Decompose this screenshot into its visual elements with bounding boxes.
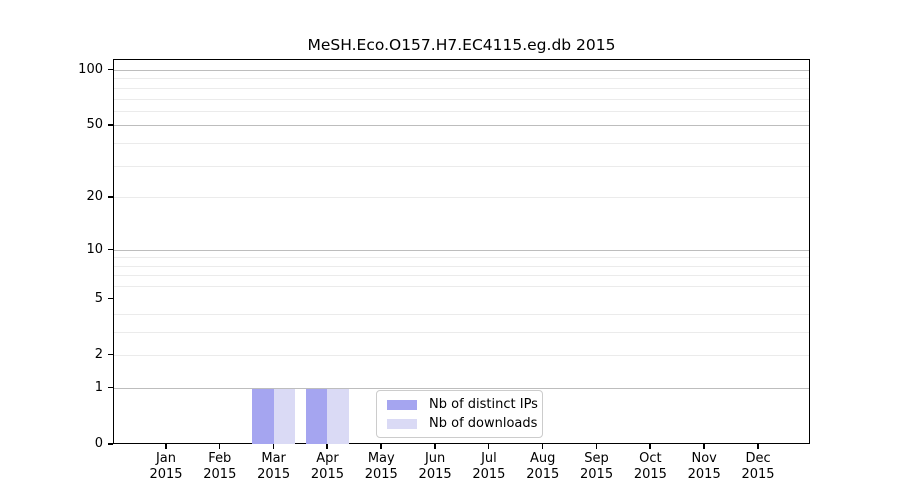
x-tick [703, 444, 705, 449]
bar-distinct-ips [305, 388, 328, 444]
y-tick [108, 196, 113, 198]
x-tick [326, 444, 328, 449]
x-tick-label: Feb 2015 [203, 451, 237, 482]
y-tick-label: 20 [86, 189, 103, 205]
y-tick [108, 386, 113, 389]
gridline [114, 197, 809, 199]
y-tick [108, 443, 113, 445]
y-tick-label: 50 [86, 117, 103, 133]
x-tick [541, 444, 544, 449]
bar-downloads [273, 388, 296, 444]
x-tick [218, 444, 221, 449]
y-tick [108, 248, 113, 251]
y-tick-label: 5 [94, 290, 103, 306]
y-tick-label: 0 [94, 436, 103, 451]
legend-swatch-distinct-ips-icon [387, 399, 417, 410]
gridline [114, 98, 809, 100]
gridline [114, 165, 809, 167]
x-tick [434, 444, 436, 449]
gridline [114, 286, 809, 288]
x-tick [165, 444, 167, 449]
x-tick-label: Mar 2015 [257, 451, 291, 482]
legend-label-downloads: Nb of downloads [429, 416, 538, 431]
gridline [114, 313, 809, 315]
gridline [114, 87, 809, 89]
x-tick-label: Jun 2015 [418, 451, 452, 482]
x-tick-label: Sep 2015 [580, 451, 614, 482]
x-tick [595, 444, 598, 449]
x-tick [487, 444, 490, 449]
bar-downloads [327, 388, 349, 444]
legend-swatch-downloads-icon [387, 418, 417, 429]
x-tick-label: May 2015 [364, 451, 398, 482]
legend-item-distinct-ips: Nb of distinct IPs [387, 397, 542, 412]
chart-title: MeSH.Eco.O157.H7.EC4115.eg.db 2015 [307, 36, 616, 54]
legend-item-downloads: Nb of downloads [387, 416, 542, 431]
x-tick-label: Apr 2015 [310, 451, 344, 482]
x-tick-label: Jan 2015 [149, 451, 183, 482]
gridline [114, 78, 809, 80]
y-tick [108, 353, 113, 356]
x-tick-label: Aug 2015 [526, 451, 560, 482]
gridline [114, 265, 809, 267]
x-tick-label: Jul 2015 [472, 451, 506, 482]
gridline-major [114, 387, 809, 389]
gridline-major [114, 249, 809, 251]
x-tick [757, 444, 759, 449]
legend: Nb of distinct IPs Nb of downloads [376, 390, 543, 438]
y-tick-label: 2 [94, 346, 103, 362]
gridline-major [114, 125, 809, 127]
bar-distinct-ips [252, 388, 274, 444]
y-tick-label: 1 [94, 379, 103, 395]
y-tick [108, 297, 113, 300]
x-tick [272, 444, 275, 449]
y-tick-label: 10 [86, 241, 103, 257]
plot-area [113, 59, 810, 444]
x-tick-label: Nov 2015 [687, 451, 721, 482]
gridline [114, 331, 809, 333]
gridline [114, 275, 809, 277]
y-tick-label: 100 [78, 61, 103, 77]
legend-label-distinct-ips: Nb of distinct IPs [429, 397, 538, 412]
gridline-major [114, 69, 809, 71]
y-tick [108, 124, 113, 126]
x-tick-label: Oct 2015 [633, 451, 667, 482]
x-tick [649, 444, 651, 449]
gridline [114, 110, 809, 112]
x-tick [380, 444, 382, 449]
gridline [114, 143, 809, 145]
y-tick [108, 68, 113, 71]
gridline [114, 354, 809, 356]
gridline [114, 257, 809, 259]
x-tick-label: Dec 2015 [741, 451, 775, 482]
